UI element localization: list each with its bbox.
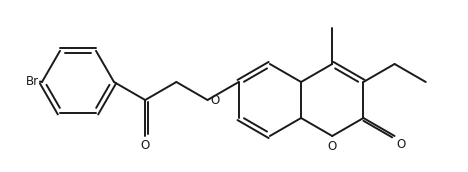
Text: O: O: [211, 94, 220, 106]
Text: O: O: [140, 139, 150, 152]
Text: O: O: [396, 138, 406, 151]
Text: Br: Br: [26, 74, 39, 88]
Text: O: O: [328, 140, 337, 153]
